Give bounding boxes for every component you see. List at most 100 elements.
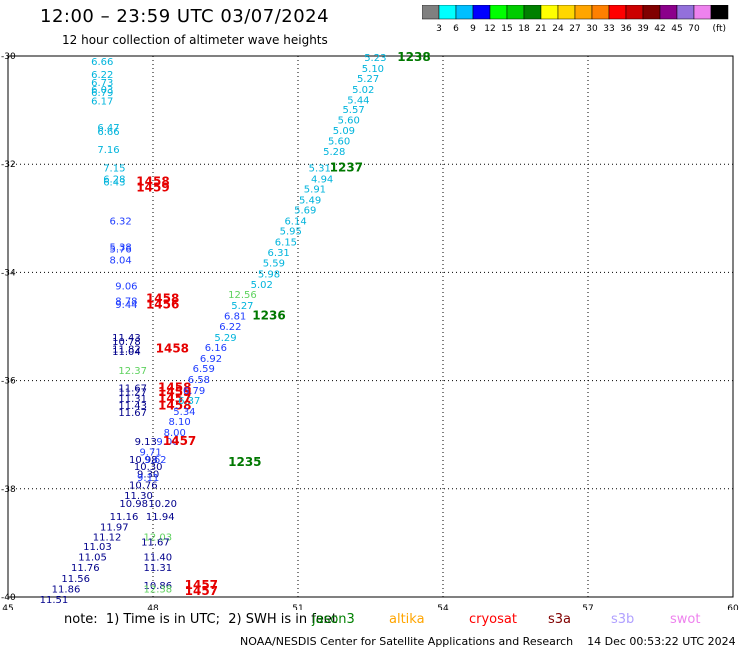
longitude-tick: 54 [437,604,449,610]
wave-height-label: 11.16 [110,512,139,523]
wave-height-label: 11.51 [40,595,69,606]
wave-height-label: 5.27 [357,74,379,85]
satellite-legend-item: swot [670,612,701,627]
wave-height-label: 11.67 [118,384,147,395]
wave-height-label: 8.00 [164,428,186,439]
wave-height-label: 12.56 [228,290,257,301]
wave-height-label: 10.98 [119,499,148,510]
pass-time-label: 1458 [146,291,179,305]
wave-height-label: 6.03 [91,85,113,96]
wave-height-label: 11.04 [112,347,141,358]
latitude-tick: -30 [1,52,16,62]
wave-height-label: 9.00 [156,437,178,448]
wave-height-label: 12.37 [118,366,147,377]
colorbar-swatch [710,5,729,20]
wave-height-label: 6.22 [91,70,113,81]
wave-height-label: 5.34 [173,407,195,418]
pass-time-label: 1237 [330,160,363,174]
wave-height-label: 6.28 [103,174,125,185]
wave-height-label: 11.05 [78,552,107,563]
wave-height-label: 4.94 [311,174,333,185]
wave-height-label: 11.94 [146,512,175,523]
wave-height-label: 5.31 [309,163,331,174]
wave-height-label: 5.02 [352,85,374,96]
latitude-tick: -34 [1,268,16,278]
wave-height-label: 7.15 [103,163,125,174]
satellite-legend-item: s3a [548,612,572,627]
colorbar-tick: 42 [654,24,665,34]
longitude-tick: 51 [292,604,303,610]
wave-height-label: 11.86 [52,584,81,595]
wave-height-label: 11.12 [93,532,122,543]
wave-height-label: 10.98 [129,455,158,466]
map-title: 12:00 – 23:59 UTC 03/07/2024 [40,6,330,27]
wave-height-label: 5.38 [109,242,131,253]
wave-height-label: 6.22 [219,322,241,333]
satellite-legend-item: cryosat [469,612,517,627]
legend-note: note: 1) Time is in UTC; 2) SWH is in fe… [64,612,337,627]
pass-time-label: 1457 [185,584,218,598]
wave-height-label: 12.38 [144,584,173,595]
pass-time-label: 1456 [146,297,179,311]
wave-height-label: 8.78 [115,297,137,308]
longitude-tick: 48 [147,604,159,610]
pass-time-label: 1458 [158,398,191,412]
wave-height-colorbar: 3 6 9 12 15 18 21 24 27 30 33 36 39 42 45 70 (ft) [422,5,729,34]
observation-labels: 6.666.226.736.036.796.176.476.667.167.15… [40,50,431,606]
wave-height-label: 5.28 [323,147,345,158]
wave-height-label: 11.67 [141,537,170,548]
wave-height-label: 6.16 [205,343,227,354]
wave-height-label: 5.27 [231,301,253,312]
wave-height-label: 6.58 [188,375,210,386]
pass-time-label: 1458 [136,175,169,189]
wave-height-label: 11.31 [118,394,147,405]
wave-height-label: 6.37 [178,396,200,407]
wave-height-label: 11.82 [112,345,141,356]
colorbar-tick: 39 [637,24,649,34]
pass-time-label: 1457 [185,578,218,592]
latitude-tick: -36 [1,377,16,387]
wave-height-label: 5.10 [362,64,384,75]
wave-height-label: 5.60 [338,115,360,126]
wave-height-label: 6.14 [284,216,306,227]
wave-height-label: 8.04 [109,255,131,266]
wave-height-label: 11.31 [144,563,173,574]
colorbar-tick: 33 [603,24,614,34]
colorbar-tick: 24 [552,24,564,34]
latitude-tick: -38 [1,485,16,495]
wave-height-label: 5.98 [258,269,280,280]
wave-height-label: 11.43 [118,401,147,412]
pass-time-label: 1238 [397,50,430,64]
colorbar-tick: 12 [484,24,495,34]
colorbar-tick: 70 [688,24,700,34]
satellite-legend-item: s3b [611,612,635,627]
map-axes: 45 48 51 54 57 60 -30 -32 -34 -36 -38 -40 [1,52,739,610]
wave-height-label: 11.67 [118,408,147,419]
wave-height-label: 10.30 [134,462,163,473]
wave-height-label: 6.43 [103,178,125,189]
wave-height-label: 5.57 [342,105,364,116]
pass-time-label: 1459 [136,180,169,194]
wave-height-label: 6.47 [97,123,119,134]
wave-height-label: 6.81 [224,312,246,323]
colorbar-tick: 30 [586,24,598,34]
wave-height-label: 11.76 [71,563,100,574]
satellite-legend-item: jason3 [312,612,355,627]
colorbar-tick: 15 [501,24,512,34]
wave-height-map: 45 48 51 54 57 60-30-32-34-36-38-40 6.666.226… [1,50,739,610]
wave-height-label: 9.11 [137,473,159,484]
wave-height-label: 5.49 [299,195,321,206]
pass-time-label: 1457 [163,434,196,448]
colorbar-tick: 18 [518,24,530,34]
wave-height-label: 9.06 [115,281,137,292]
wave-height-label: 5.60 [328,136,350,147]
map-subtitle: 12 hour collection of altimeter wave hei… [62,33,328,47]
pass-time-label: 1458 [156,342,189,356]
wave-height-label: 10.78 [112,337,141,348]
colorbar-tick: 6 [453,24,459,34]
wave-height-label: 11.97 [100,523,129,534]
colorbar-unit: (ft) [712,24,726,34]
wave-height-label: 5.69 [294,206,316,217]
wave-height-label: 6.73 [91,78,113,89]
wave-height-label: 6.66 [97,127,119,138]
